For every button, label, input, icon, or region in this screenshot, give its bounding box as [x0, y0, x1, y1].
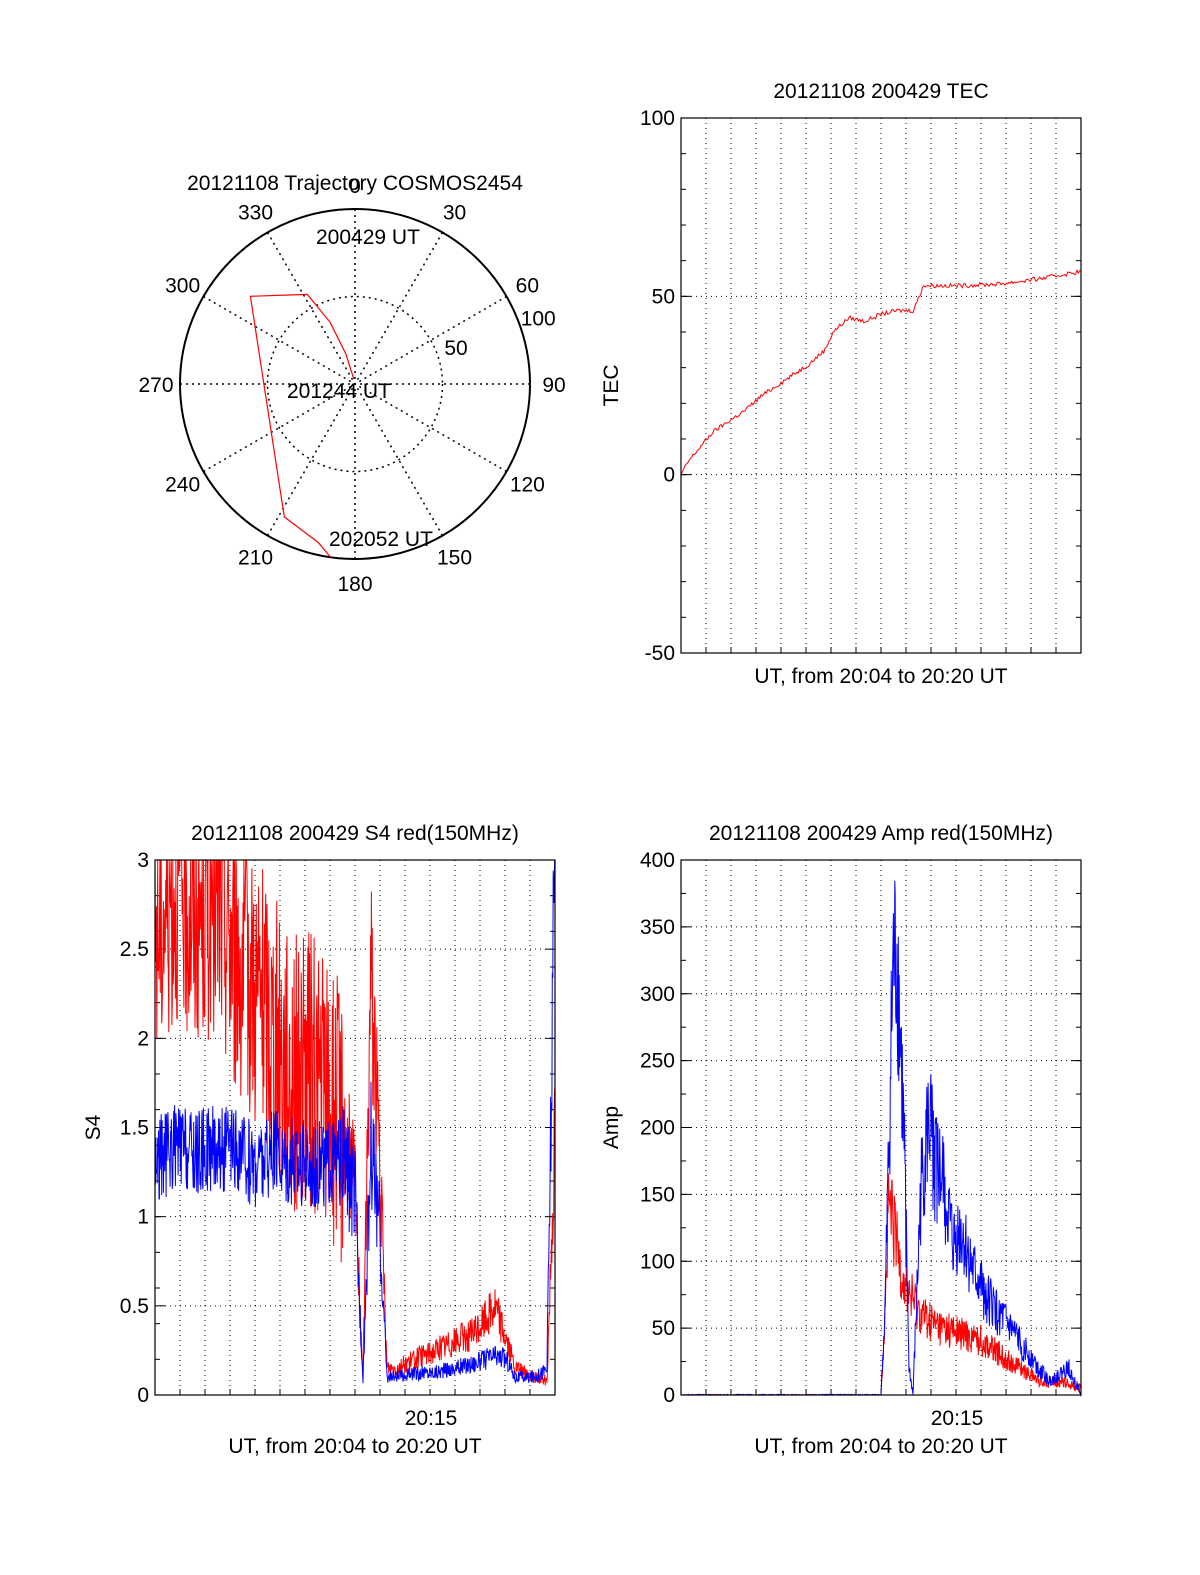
- polar-spoke: [266, 232, 444, 536]
- y-tick-label: 100: [640, 1250, 675, 1273]
- chart-panel-2: 20121108 200429 S4 red(150MHz) 3 2.5 2 1.5 1 0…: [82, 822, 556, 1458]
- y-axis-label: TEC: [600, 365, 623, 407]
- x-tick-label: 20:15: [405, 1407, 458, 1430]
- x-axis-label: UT, from 20:04 to 20:20 UT: [754, 1435, 1007, 1458]
- x-axis-label: UT, from 20:04 to 20:20 UT: [754, 665, 1007, 688]
- y-axis-label: Amp: [600, 1106, 623, 1149]
- y-tick-label: 350: [640, 916, 675, 939]
- trajectory-line: [249, 293, 355, 558]
- x-axis-label: UT, from 20:04 to 20:20 UT: [228, 1435, 481, 1458]
- polar-angle-label: 300: [165, 275, 200, 298]
- y-tick-label: 400: [640, 849, 675, 872]
- x-tick-label: 20:15: [931, 1407, 984, 1430]
- y-tick-label: 1: [137, 1206, 149, 1229]
- y-axis-label: S4: [82, 1114, 105, 1140]
- polar-angle-label: 240: [165, 474, 200, 497]
- plot-frame: [680, 117, 1082, 654]
- series-line-red: [154, 859, 556, 1386]
- polar-angle-label: 60: [516, 275, 539, 298]
- polar-angle-label: 210: [238, 546, 273, 569]
- polar-angle-label: 270: [138, 374, 173, 397]
- series-line-red: [681, 1173, 1082, 1396]
- series-line-red: [680, 269, 1082, 475]
- y-tick-label: 0: [137, 1384, 149, 1407]
- polar-radial-label: 100: [521, 307, 556, 330]
- y-tick-label: 200: [640, 1117, 675, 1140]
- polar-radial-label: 50: [444, 337, 467, 360]
- series-line-blue: [680, 880, 1082, 1397]
- plot-frame: [680, 859, 1082, 1396]
- y-tick-label: 0: [663, 464, 675, 487]
- plot-frame: [154, 859, 556, 1396]
- polar-angle-label: 30: [443, 202, 466, 225]
- y-tick-label: 50: [652, 285, 675, 308]
- y-tick-label: 2.5: [120, 938, 149, 961]
- y-tick-label: 300: [640, 983, 675, 1006]
- y-tick-label: -50: [645, 642, 675, 665]
- polar-angle-label: 90: [542, 374, 565, 397]
- polar-angle-label: 120: [510, 474, 545, 497]
- y-tick-label: 1.5: [120, 1117, 149, 1140]
- chart-panel-3: 20121108 200429 Amp red(150MHz) 400 350 300…: [600, 822, 1082, 1458]
- polar-angle-label: 180: [337, 573, 372, 596]
- y-tick-label: 50: [652, 1317, 675, 1340]
- y-tick-label: 100: [640, 107, 675, 130]
- y-tick-label: 0: [663, 1384, 675, 1407]
- polar-grid-circle: [266, 295, 444, 473]
- trajectory-annotation: 200429 UT: [316, 226, 420, 249]
- y-tick-label: 3: [137, 849, 149, 872]
- polar-angle-label: 150: [437, 546, 472, 569]
- polar-angle-label: 330: [238, 202, 273, 225]
- chart-title: 20121108 Trajectory COSMOS2454: [187, 172, 523, 195]
- series-line-blue: [154, 859, 556, 1384]
- y-tick-label: 2: [137, 1027, 149, 1050]
- chart-title: 20121108 200429 TEC: [773, 80, 988, 103]
- trajectory-annotation: 202052 UT: [329, 528, 433, 551]
- chart-title: 20121108 200429 Amp red(150MHz): [709, 822, 1053, 845]
- y-tick-label: 0.5: [120, 1295, 149, 1318]
- chart-panel-1: 20121108 200429 TEC 100 50 0 -50 UT, from 20:…: [600, 80, 1082, 688]
- chart-title: 20121108 200429 S4 red(150MHz): [191, 822, 519, 845]
- trajectory-annotation: 201244 UT: [287, 380, 391, 403]
- polar-angle-label: 0: [349, 175, 361, 198]
- y-tick-label: 150: [640, 1183, 675, 1206]
- y-tick-label: 250: [640, 1050, 675, 1073]
